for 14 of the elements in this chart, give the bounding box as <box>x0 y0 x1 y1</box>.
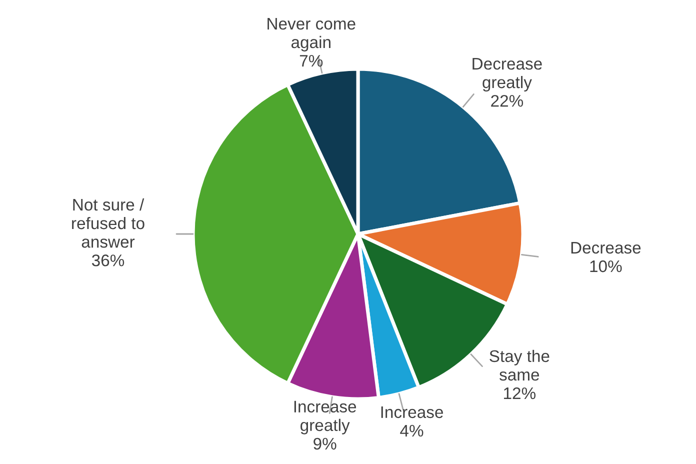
slice-label: Stay the same <box>490 350 550 381</box>
data-label: 22% <box>491 94 524 107</box>
data-label: 7% <box>300 54 323 67</box>
slice-label: Not sure / refused to answer <box>72 198 144 248</box>
data-label: 36% <box>92 254 124 266</box>
slice-label: Increase <box>381 406 443 418</box>
data-label: 4% <box>400 424 424 437</box>
data-label: 10% <box>590 260 622 272</box>
slice-label: Never come again <box>268 18 356 52</box>
slice-label: Increase greatly <box>294 400 356 434</box>
data-label: 9% <box>314 438 336 450</box>
slice-label: Decrease greatly <box>472 58 542 92</box>
slice-label: Decrease <box>571 242 641 254</box>
data-label: 12% <box>504 387 536 400</box>
